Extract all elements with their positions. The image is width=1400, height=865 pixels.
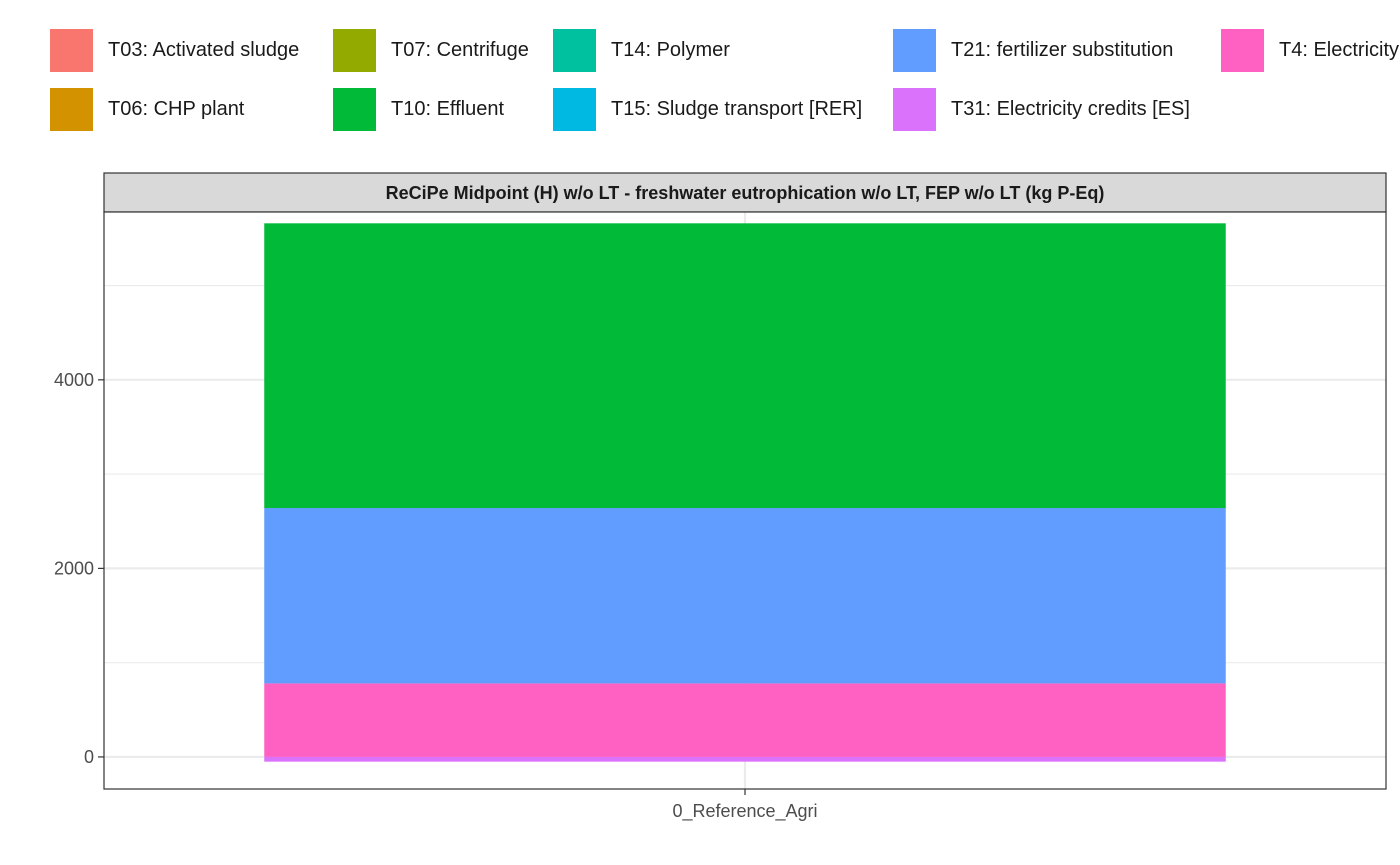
legend-item-t14-polymer: T14: Polymer <box>553 28 730 72</box>
legend-label: T03: Activated sludge <box>108 38 300 61</box>
legend-key <box>333 87 376 131</box>
legend-label: T21: fertilizer substitution <box>951 38 1174 61</box>
y-tick-label: 4000 <box>54 370 94 390</box>
bar-t21-fertilizer-substitution <box>264 508 1226 684</box>
bar-t10-effluent <box>264 223 1226 509</box>
legend-item-t07-centrifuge: T07: Centrifuge <box>333 28 529 72</box>
legend-label: T14: Polymer <box>611 38 730 61</box>
legend-item-t10-effluent: T10: Effluent <box>333 87 504 131</box>
bar-t4-electricity <box>264 683 1226 757</box>
legend-label: T4: Electricity <box>1279 38 1400 61</box>
legend-key <box>553 28 596 72</box>
facet-strip <box>103 172 1387 213</box>
y-tick-label: 2000 <box>54 558 94 578</box>
legend-key <box>893 28 936 72</box>
legend-label: T07: Centrifuge <box>391 38 529 61</box>
bar-stack <box>264 223 1226 762</box>
legend-key <box>1221 28 1264 72</box>
legend-key <box>333 28 376 72</box>
legend-label: T06: CHP plant <box>108 97 245 120</box>
legend-key <box>893 87 936 131</box>
axes: 0 2000 4000 0_Reference_Agri <box>54 370 818 822</box>
legend-item-t06-chp-plant: T06: CHP plant <box>50 87 244 131</box>
legend-key <box>50 28 93 72</box>
legend-item-t4-electricity: T4: Electricity <box>1221 28 1399 72</box>
legend-item-t15-sludge-transport-rer: T15: Sludge transport [RER] <box>553 87 862 131</box>
legend-label: T31: Electricity credits [ES] <box>951 97 1190 120</box>
legend-key <box>50 87 93 131</box>
facet-title: ReCiPe Midpoint (H) w/o LT - freshwater … <box>386 183 1105 203</box>
legend-label: T15: Sludge transport [RER] <box>611 97 863 120</box>
legend-key <box>553 87 596 131</box>
legend-item-t21-fertilizer-substitution: T21: fertilizer substitution <box>893 28 1173 72</box>
x-tick-label: 0_Reference_Agri <box>672 801 817 822</box>
y-tick-label: 0 <box>84 747 94 767</box>
legend-item-t03-activated-sludge: T03: Activated sludge <box>50 28 299 72</box>
legend-item-t31-electricity-credits-es: T31: Electricity credits [ES] <box>893 87 1190 131</box>
bar-t31-electricity-credits-es <box>264 756 1226 762</box>
legend-label: T10: Effluent <box>391 97 505 120</box>
legend: T03: Activated sludge T06: CHP plant T07: … <box>0 0 1400 150</box>
